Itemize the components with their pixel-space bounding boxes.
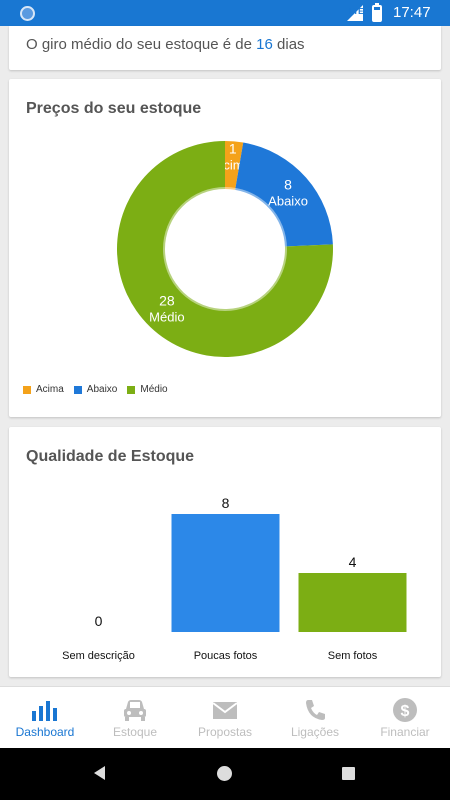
donut-category-label: Abaixo [268,194,308,209]
donut-value-label: 8 [284,177,292,193]
legend-swatch [73,385,82,394]
network-type: LTE [349,7,364,16]
donut-slice-3 [116,141,333,357]
bar-2 [171,514,280,632]
giro-suffix: dias [277,36,305,53]
bar-value-label: 8 [222,495,230,511]
donut-category-label: Médio [149,310,184,325]
nav-ligacoes[interactable]: Ligações [270,687,360,748]
nav-label: Dashboard [15,725,75,739]
qualidade-bar-chart: 0 Sem descrição 8 Poucas fotos 4 Sem fotos [62,495,407,662]
dollar-icon: $ [393,698,417,722]
donut-value-label: 1 [229,140,237,156]
legend-item: Médio [127,384,168,395]
envelope-icon [212,702,238,719]
battery-icon [372,3,382,22]
legend-item: Acima [23,384,64,395]
donut-inner-ring [163,187,287,311]
precos-legend: Acima Abaixo Médio [23,384,168,395]
bottom-navigation: Dashboard Estoque Propostas Ligações $ F… [0,686,450,748]
bar-3 [298,573,407,632]
legend-label: Médio [140,384,168,395]
bar-category-label: Poucas fotos [194,650,258,662]
giro-days: 16 [256,36,273,53]
system-navigation-bar [0,748,450,800]
app-notification-icon [20,6,35,21]
precos-card: Preços do seu estoque 1 Acima 8 Abaixo 28 Méd… [9,79,441,417]
legend-swatch [127,385,136,394]
giro-card: O giro médio do seu estoque é de 16 dias [9,26,441,70]
recent-apps-icon[interactable] [342,767,355,780]
donut-slice-1 [225,141,244,190]
legend-label: Acima [36,384,64,395]
status-bar: LTE 17:47 [0,0,450,26]
nav-label: Estoque [112,725,158,739]
clock: 17:47 [393,4,431,21]
phone-icon [306,700,325,720]
bar-chart-icon [32,701,57,721]
signal-icon [347,5,363,21]
bar-value-label: 0 [95,613,103,629]
giro-text: O giro médio do seu estoque é de 16 dias [26,36,305,53]
nav-label: Propostas [197,725,253,739]
giro-prefix: O giro médio do seu estoque é de [26,36,252,53]
donut-slice-2 [235,142,333,247]
home-icon[interactable] [217,766,232,781]
bar-category-label: Sem fotos [328,650,378,662]
svg-text:$: $ [401,703,410,720]
qualidade-card: Qualidade de Estoque 0 Sem descrição 8 Pouc… [9,427,441,677]
back-icon[interactable] [94,766,105,780]
bar-value-label: 4 [349,554,357,570]
donut-value-label: 28 [159,293,175,309]
precos-title: Preços do seu estoque [26,100,202,117]
car-icon [124,700,146,721]
bar-category-label: Sem descrição [62,650,135,662]
nav-estoque[interactable]: Estoque [90,687,180,748]
legend-item: Abaixo [73,384,118,395]
qualidade-title: Qualidade de Estoque [26,448,195,465]
legend-label: Abaixo [86,384,118,395]
nav-propostas[interactable]: Propostas [180,687,270,748]
nav-label: Ligações [290,725,340,739]
nav-dashboard[interactable]: Dashboard [0,687,90,748]
nav-label: Financiar [380,725,430,739]
nav-financiar[interactable]: $ Financiar [360,687,450,748]
legend-swatch [23,385,31,394]
